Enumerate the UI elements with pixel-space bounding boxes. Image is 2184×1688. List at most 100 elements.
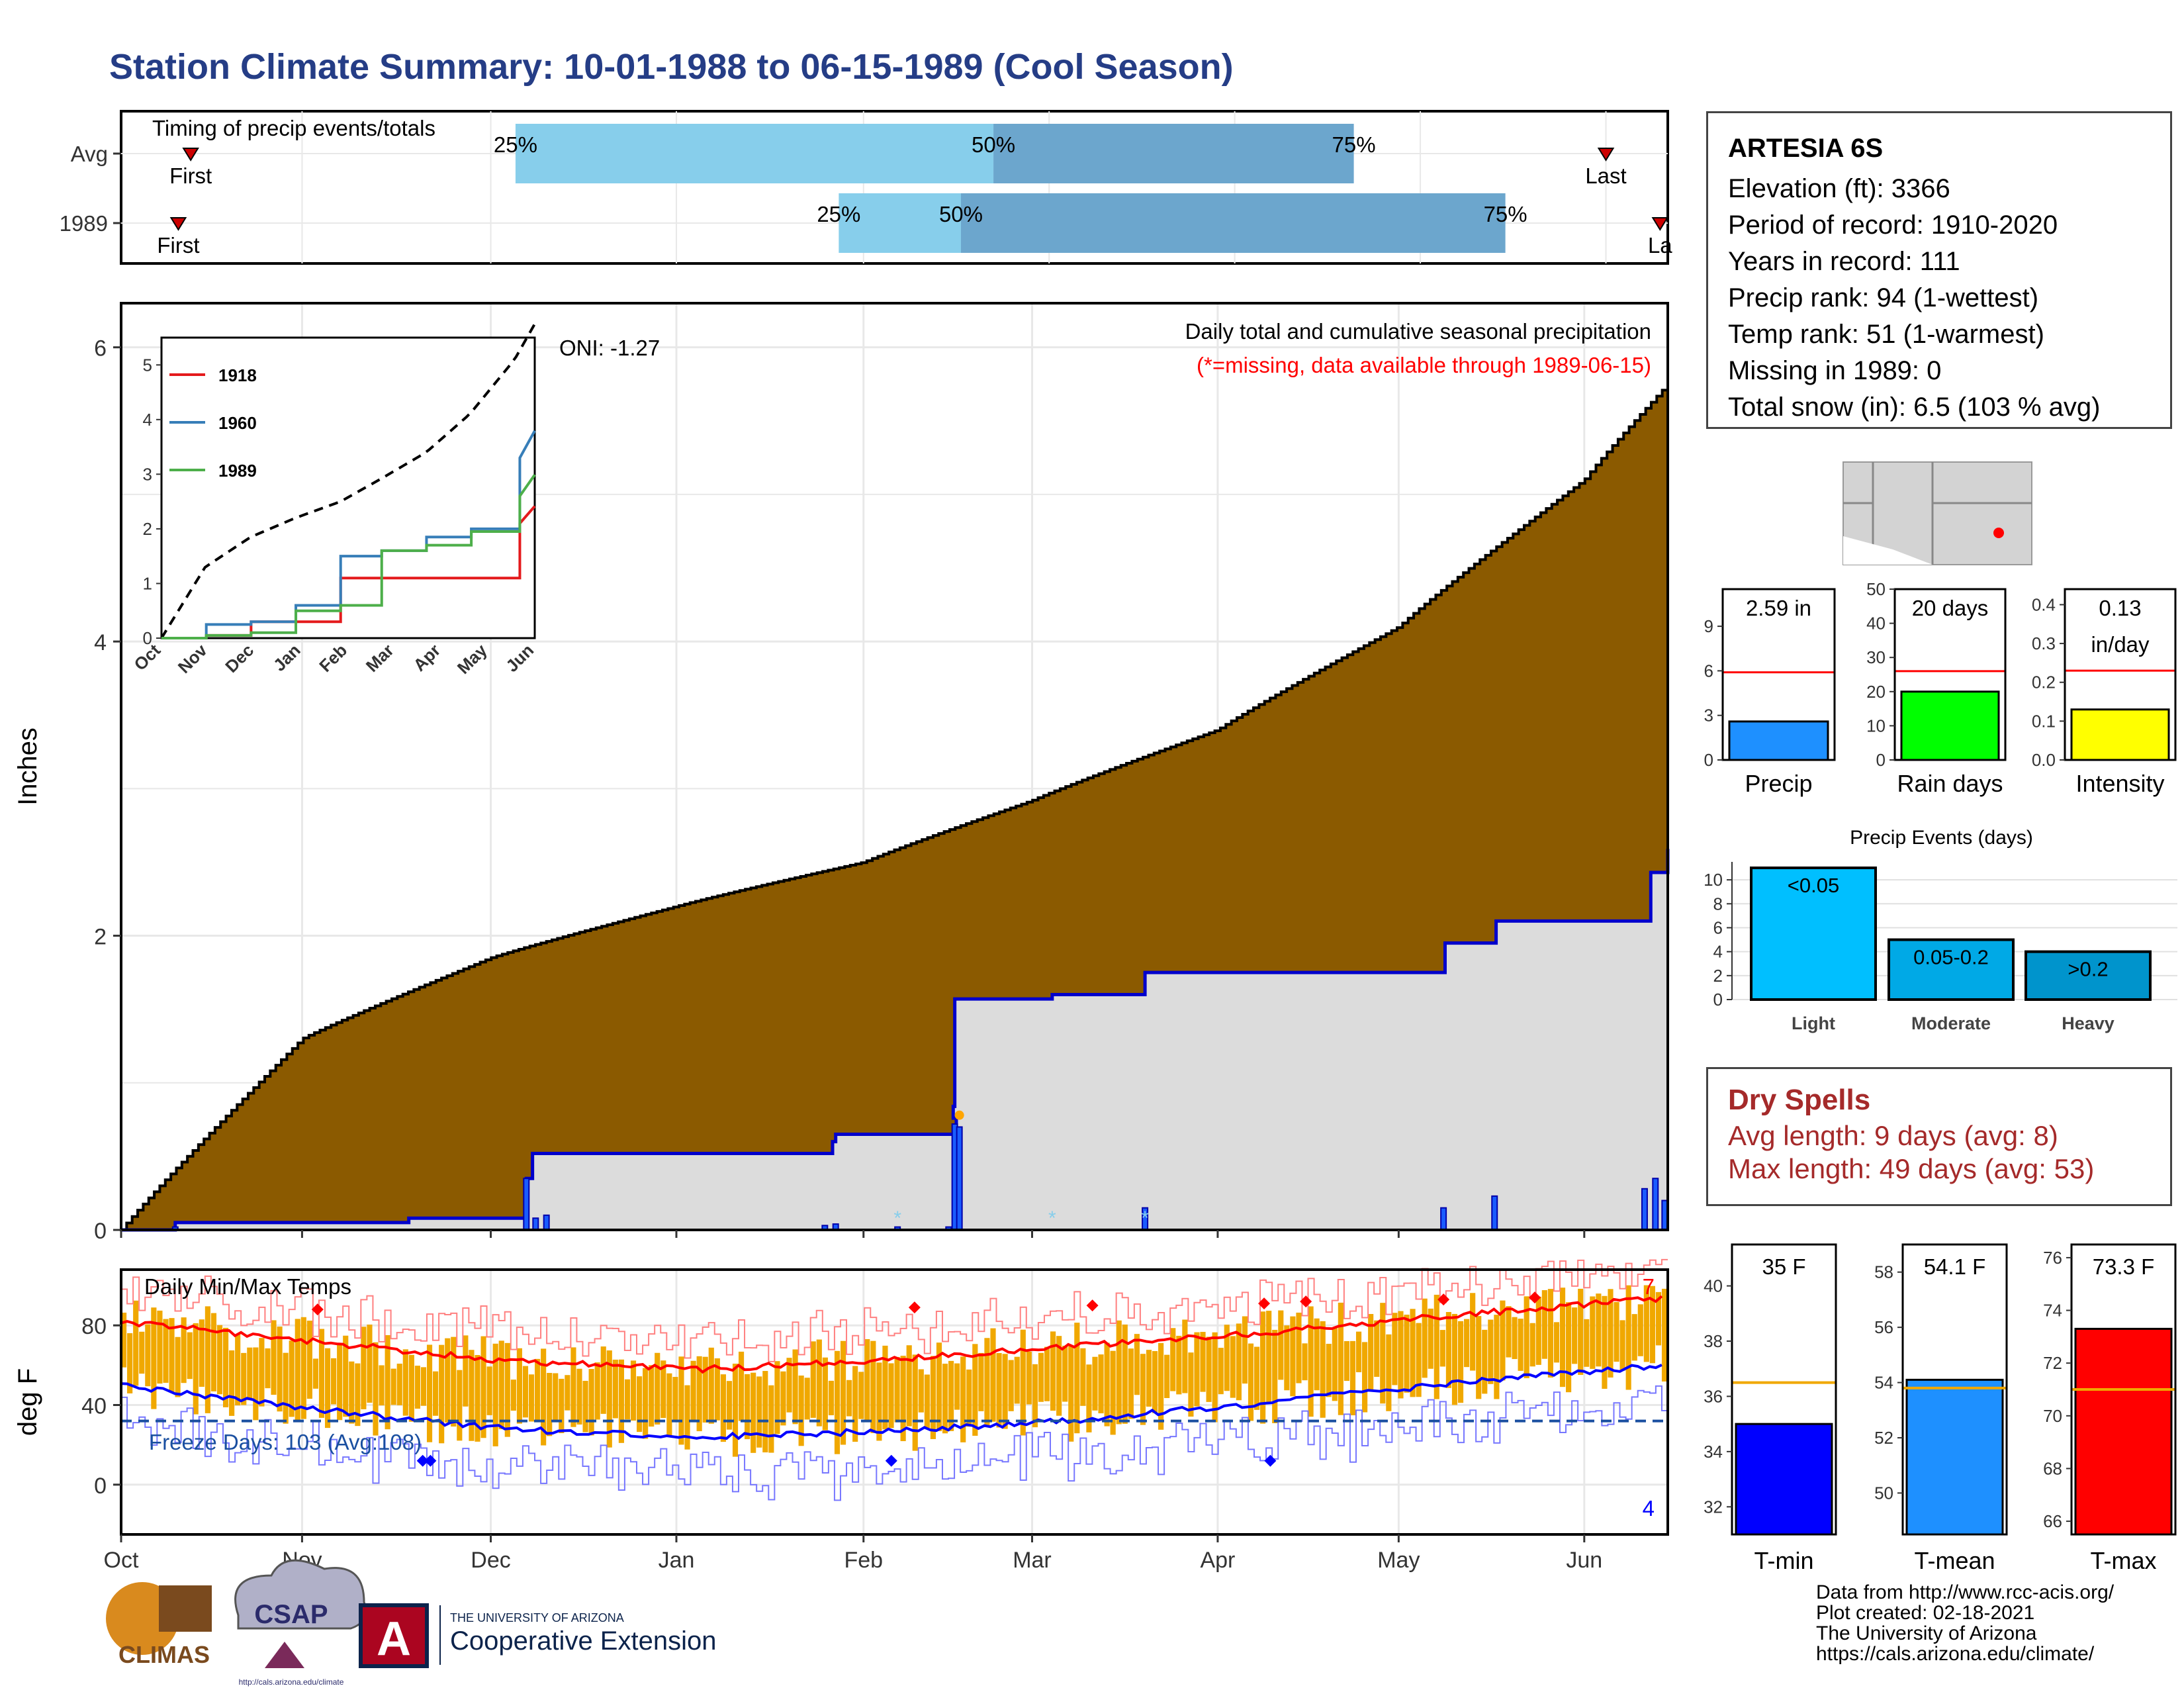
locator-map [1843, 461, 2032, 565]
last-label: Last [1585, 164, 1626, 188]
temp-range-bar [726, 1381, 733, 1430]
temp-range-bar [678, 1356, 684, 1445]
temp-range-bar [1302, 1343, 1308, 1381]
temp-range-bar [1248, 1343, 1254, 1421]
record-low-marker [424, 1454, 437, 1467]
temp-range-bar [1362, 1342, 1368, 1413]
temp-range-bar [1080, 1348, 1086, 1406]
temp-range-bar [1464, 1319, 1470, 1368]
x-tick-label: Dec [471, 1548, 510, 1573]
y-tick-label: 40 [81, 1394, 107, 1419]
daily-precip-bar [1641, 1188, 1648, 1231]
iqr-upper-bar [960, 193, 1506, 253]
temp-range-bar [1643, 1285, 1649, 1362]
tbar-value-bar [1905, 1378, 2004, 1536]
temp-range-bar [1524, 1296, 1529, 1378]
temp-range-bar [565, 1375, 570, 1411]
y-tick-label: 4 [94, 630, 107, 655]
y-tick-label: 3 [143, 464, 152, 484]
daily-precip-bar [532, 1217, 539, 1231]
temp-range-bar [163, 1319, 169, 1383]
temp-range-bar [1614, 1301, 1619, 1362]
temp-range-bar [1086, 1364, 1092, 1432]
csap-wordmark: CSAP [254, 1600, 328, 1629]
temp-range-bar [1488, 1319, 1494, 1384]
temp-range-bar [1068, 1346, 1074, 1442]
temp-range-bar [1619, 1320, 1625, 1371]
legend-label: 1989 [218, 461, 257, 481]
temp-range-bar [618, 1359, 624, 1443]
y-tick-label: 6 [1713, 917, 1723, 937]
pct-label: 75% [1484, 202, 1527, 226]
snow-marker: * [893, 1207, 901, 1229]
temp-range-bar [433, 1371, 439, 1416]
temp-range-bar [882, 1345, 888, 1430]
temp-range-bar [624, 1379, 631, 1420]
temp-range-bar [942, 1364, 948, 1434]
temp-range-bar [816, 1339, 822, 1427]
record-high-marker [908, 1301, 921, 1314]
y-tick-label: 0 [94, 1219, 107, 1244]
snow-marker: * [1048, 1207, 1056, 1229]
temp-range-bar [720, 1374, 726, 1442]
info-line: Temp rank: 51 (1-warmest) [1728, 320, 2044, 349]
temp-range-bar [1008, 1360, 1014, 1411]
temp-range-bar [331, 1358, 337, 1405]
temp-range-bar [666, 1373, 672, 1436]
temp-range-bar [522, 1366, 529, 1418]
temp-range-bar [745, 1374, 751, 1440]
temp-range-bar [1278, 1310, 1284, 1380]
iqr-lower-bar [839, 193, 961, 253]
temp-range-bar [1500, 1300, 1506, 1381]
temp-range-bar [1182, 1319, 1188, 1393]
temp-range-bar [1655, 1291, 1662, 1346]
temp-range-bar [349, 1361, 355, 1424]
temp-bar-charts: 35 F 32 34 36 38 40 T-min 54.1 F 50 52 54 56 58 T-mea… [1704, 1243, 2177, 1574]
y-tick-label: 66 [2043, 1511, 2062, 1531]
daily-precip-bar [1652, 1178, 1659, 1231]
temp-range-bar [390, 1368, 396, 1405]
temp-range-bar [1494, 1315, 1500, 1399]
temp-range-bar [1553, 1322, 1560, 1363]
y-tick-label: 10 [1704, 870, 1723, 890]
temp-range-bar [1596, 1293, 1602, 1367]
temp-range-bar [277, 1327, 283, 1412]
daily-precip-bar [523, 1178, 530, 1231]
y-tick-label: 70 [2043, 1406, 2062, 1426]
temp-range-bar [846, 1380, 852, 1417]
y-tick-label: 68 [2043, 1458, 2062, 1478]
legend-label: 1918 [218, 365, 257, 385]
temp-range-bar [798, 1375, 804, 1446]
temp-range-bar [1266, 1311, 1272, 1404]
map-borders [1843, 462, 2032, 565]
avg-max-line [120, 1295, 1663, 1374]
temp-range-bar [1386, 1334, 1392, 1411]
record-high-marker [1437, 1293, 1450, 1306]
mini-bar-charts: 2.59 in 0 3 6 9 Precip 20 days 0 10 20 30 40 50 Rain … [1704, 579, 2177, 797]
temp-range-bar [714, 1358, 720, 1421]
tbar-value-label: 54.1 F [1924, 1254, 1986, 1279]
temp-range-bar [1098, 1354, 1104, 1414]
first-label: First [157, 233, 199, 258]
tbar-value-bar [1735, 1423, 1833, 1536]
temp-range-bar [588, 1369, 594, 1436]
temp-range-bar [1002, 1354, 1008, 1429]
temp-range-bar [1140, 1354, 1146, 1425]
y-tick-label: 34 [1704, 1442, 1723, 1462]
temp-range-bar [606, 1350, 612, 1448]
temp-range-bar [1158, 1342, 1164, 1430]
temp-range-bar [337, 1344, 343, 1421]
ua-block-a-icon [359, 1603, 429, 1668]
inset-avg-line [160, 323, 536, 639]
temp-range-bar [696, 1356, 702, 1432]
temp-range-bar [439, 1344, 445, 1444]
mini-frame [1893, 588, 2007, 761]
inset-series-line [161, 474, 536, 639]
temp-range-bar [121, 1312, 127, 1368]
temp-range-bar [1218, 1348, 1224, 1395]
temp-range-bar [1326, 1344, 1332, 1397]
temp-range-bar [420, 1367, 427, 1406]
temp-range-bar [1092, 1356, 1098, 1411]
daily-precip-bar [543, 1214, 550, 1231]
